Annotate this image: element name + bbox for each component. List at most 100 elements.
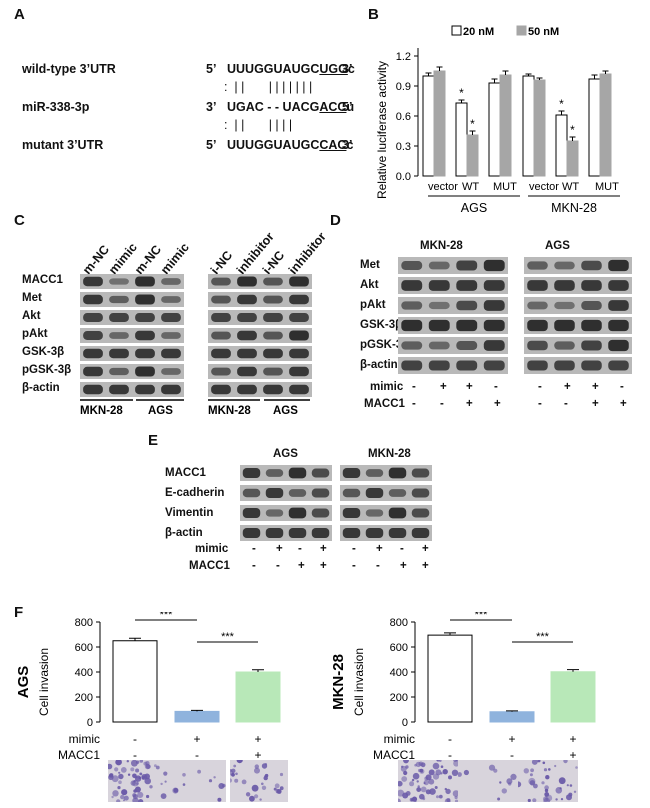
- blot-strip: [524, 357, 632, 374]
- group-label-mkn: MKN-28: [551, 201, 597, 215]
- invasion-chart-ags: AGS Cell invasion 0 200 400 600 800 *** *** mimic…: [15, 612, 281, 762]
- stained-cell: [274, 783, 280, 789]
- y-tick-label: 800: [75, 617, 93, 629]
- band: [109, 332, 129, 339]
- panel-label-a: A: [14, 6, 25, 23]
- blot-strip: [80, 364, 184, 379]
- stained-cell: [416, 787, 422, 792]
- cell-header-ags: AGS: [273, 448, 298, 460]
- band: [527, 280, 548, 291]
- stained-cell: [403, 770, 408, 776]
- band: [289, 276, 309, 287]
- stained-cell: [123, 795, 129, 801]
- stained-cell: [116, 799, 121, 802]
- sign-mimic: -: [448, 732, 452, 746]
- y-tick-label: 400: [390, 667, 408, 679]
- sign-macc1: -: [352, 560, 356, 572]
- stained-cell: [451, 769, 458, 776]
- seq-prime3: 5’: [342, 100, 353, 114]
- band: [554, 261, 575, 270]
- legend-20nm-label: 20 nM: [463, 26, 494, 38]
- blot-strip: [524, 297, 632, 314]
- pairing-line-2: : | | | | | |: [224, 118, 293, 132]
- stained-cell: [420, 786, 427, 793]
- stained-cell: [144, 777, 151, 785]
- stained-cell: [273, 787, 277, 791]
- stained-cell: [573, 790, 577, 793]
- stained-cell: [569, 784, 573, 787]
- lane-label: mimic: [158, 240, 192, 277]
- image-background: [230, 760, 288, 802]
- sign-macc1: -: [276, 560, 280, 572]
- sign-macc1: +: [592, 398, 599, 410]
- sign-macc1: +: [298, 560, 305, 572]
- y-tick-label: 0.0: [396, 171, 411, 183]
- band: [263, 295, 283, 304]
- band: [237, 276, 257, 287]
- treat-label-macc1: MACC1: [189, 560, 230, 572]
- y-tick-label: 200: [75, 692, 93, 704]
- row-label: Met: [22, 292, 42, 304]
- cell-label-mkn28-right: MKN-28: [208, 405, 251, 417]
- cat-label-vector-ags: vector: [428, 181, 458, 193]
- y-tick-label: 800: [390, 617, 408, 629]
- band: [83, 384, 103, 395]
- band: [83, 366, 103, 377]
- bar-50nM-0: [433, 70, 446, 177]
- blot-strip: [208, 292, 312, 307]
- stained-cell: [279, 772, 284, 777]
- blot-strip: [240, 505, 332, 521]
- stained-cell: [493, 768, 498, 773]
- row-label: pAkt: [360, 299, 386, 311]
- band: [554, 341, 575, 350]
- stained-cell: [213, 776, 216, 779]
- band: [211, 348, 231, 359]
- stained-cell: [116, 760, 120, 763]
- band: [161, 332, 181, 339]
- sig-label: ***: [475, 612, 489, 621]
- band: [263, 367, 283, 376]
- stained-cell: [139, 760, 144, 763]
- blot-strip: [340, 465, 432, 481]
- stained-cell: [197, 769, 201, 774]
- blot-strip: [524, 337, 632, 354]
- panel-label-d: D: [330, 212, 341, 229]
- band: [456, 341, 478, 350]
- invasion-image-ags-mimic: [168, 760, 226, 802]
- stained-cell: [231, 768, 236, 773]
- stained-cell: [400, 765, 407, 772]
- stained-cell: [254, 764, 259, 769]
- blot-strip: [340, 485, 432, 501]
- band: [311, 468, 330, 478]
- stained-cell: [131, 760, 138, 767]
- stained-cell: [222, 783, 226, 788]
- band: [365, 509, 384, 517]
- stained-cell: [548, 768, 551, 771]
- cell-header-mkn28: MKN-28: [368, 448, 411, 460]
- stained-cell: [416, 780, 419, 783]
- blot-strip: [80, 310, 184, 325]
- y-tick-label: 0.3: [396, 141, 411, 153]
- band: [289, 294, 309, 305]
- band: [211, 313, 231, 322]
- stained-cell: [279, 786, 284, 791]
- stained-cell: [241, 779, 247, 785]
- bar-50nM-3: [533, 79, 546, 177]
- y-axis-title: Relative luciferase activity: [375, 61, 389, 199]
- band: [109, 367, 129, 376]
- stained-cell: [429, 788, 436, 795]
- sign-macc1: -: [440, 398, 444, 410]
- band: [456, 260, 478, 271]
- band: [581, 260, 602, 271]
- panel-e-blots: [240, 465, 432, 541]
- seq-text: UUUGGUAUGCUGGc: [227, 62, 355, 76]
- stained-cell: [217, 797, 222, 802]
- stained-cell: [254, 794, 259, 799]
- blot-strip: [80, 346, 184, 361]
- cat-label-mut-mkn: MUT: [595, 181, 619, 193]
- sign-mimic: -: [620, 381, 624, 393]
- stained-cell: [126, 760, 129, 763]
- band: [342, 527, 361, 539]
- stained-cell: [261, 785, 267, 790]
- bar-2: [235, 671, 281, 723]
